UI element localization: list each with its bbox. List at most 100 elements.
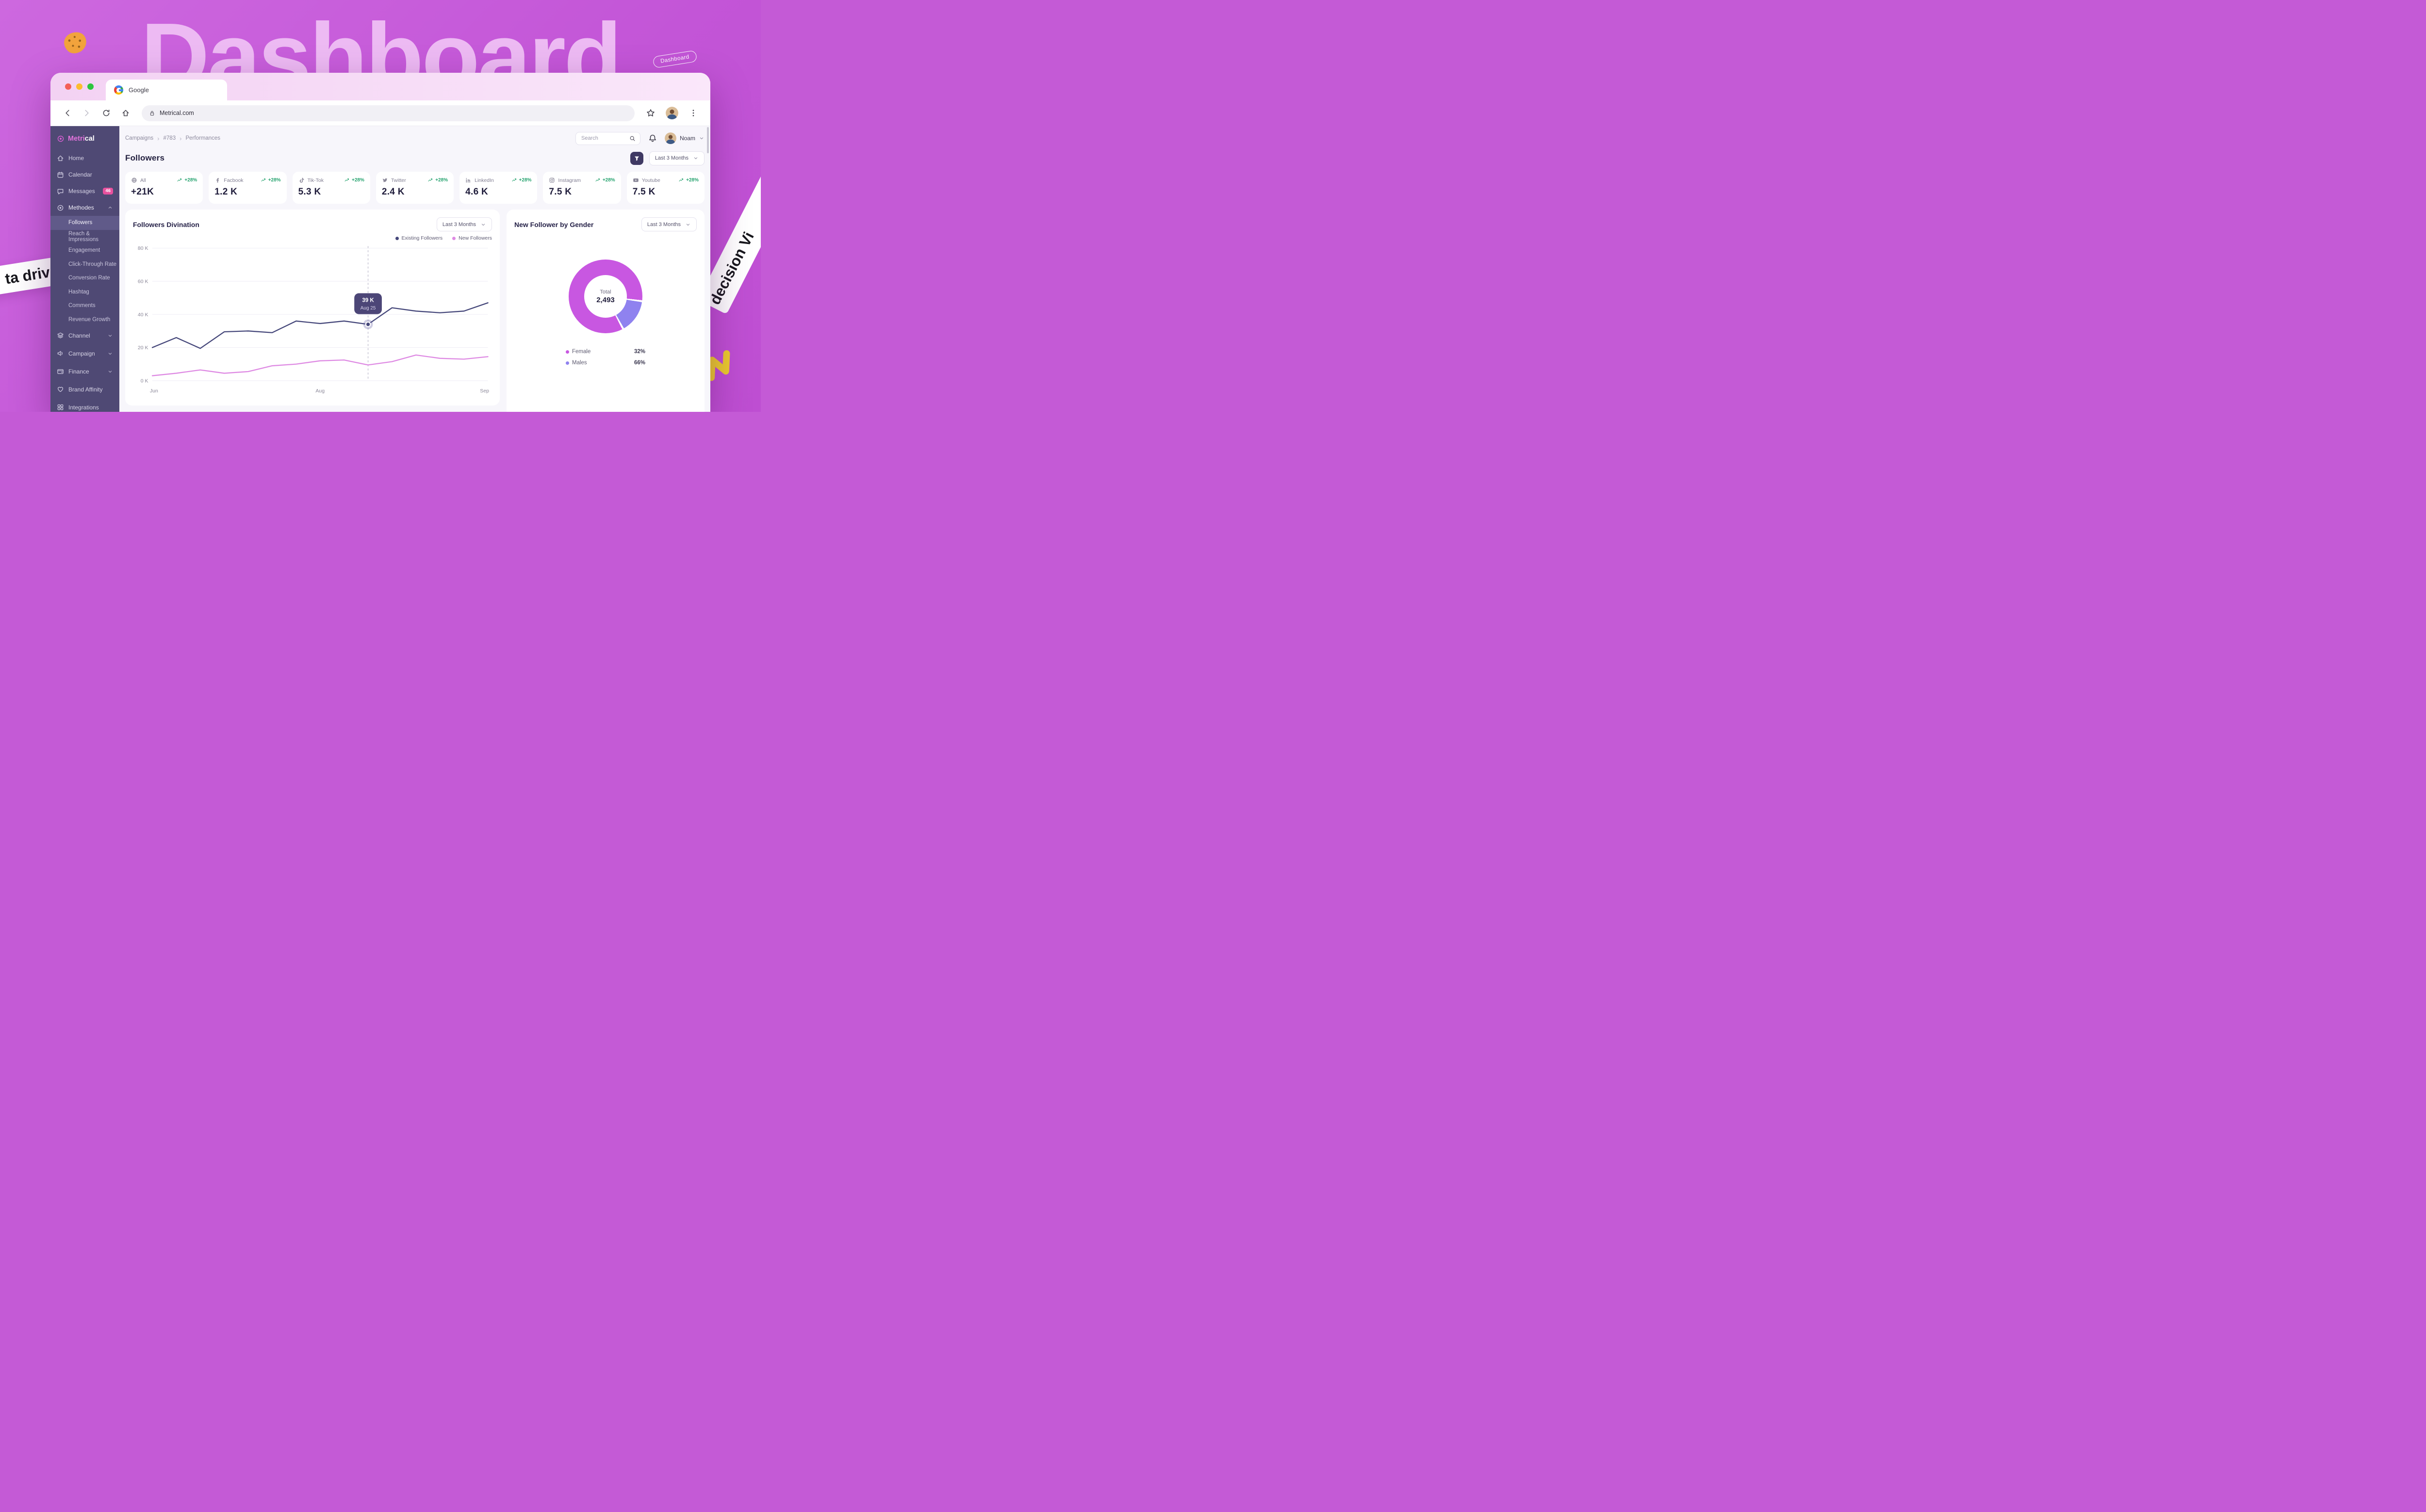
sidebar-subitem-comments[interactable]: Comments xyxy=(68,303,96,309)
sidebar-subitem-hashtag[interactable]: Hashtag xyxy=(68,289,89,295)
stats-row: All +28% +21K Facbook +28% 1.2 K Tik-T xyxy=(125,172,705,204)
stat-card-all[interactable]: All +28% +21K xyxy=(125,172,203,204)
trend-badge: +28% xyxy=(512,178,531,183)
channel-icon xyxy=(57,332,64,339)
browser-menu-button[interactable] xyxy=(689,109,698,117)
breadcrumb: Campaigns › #783 › Performances xyxy=(125,135,220,142)
gender-period-select[interactable]: Last 3 Months xyxy=(641,217,697,231)
browser-home-button[interactable] xyxy=(121,109,130,117)
chart-tooltip: 39 K Aug 25 xyxy=(354,293,382,314)
app-logo-text: Metrical xyxy=(68,135,95,143)
facebook-icon xyxy=(214,177,221,183)
sidebar-nav: Home Calendar Messages 46 Methodes Follo… xyxy=(50,150,119,412)
stat-card-linkedin[interactable]: LinkedIn +28% 4.6 K xyxy=(459,172,538,204)
svg-text:60 K: 60 K xyxy=(138,279,148,285)
sidebar-subitem-conversion-rate[interactable]: Conversion Rate xyxy=(68,275,110,281)
svg-text:40 K: 40 K xyxy=(138,312,148,318)
stat-card-youtube[interactable]: Youtube +28% 7.5 K xyxy=(626,172,705,204)
trend-up-icon xyxy=(344,178,350,183)
stat-network: Facbook xyxy=(224,177,244,183)
dashboard-badge: Dashboard xyxy=(652,50,698,68)
address-bar[interactable]: Metrical.com xyxy=(142,105,635,121)
stat-network: Youtube xyxy=(641,177,660,183)
period-select[interactable]: Last 3 Months xyxy=(649,151,705,165)
campaign-icon xyxy=(57,350,64,357)
scrollbar-thumb[interactable] xyxy=(707,127,709,153)
home-icon xyxy=(57,155,64,162)
browser-profile-avatar[interactable] xyxy=(666,107,678,119)
sidebar-item-integrations[interactable]: Integrations xyxy=(50,398,119,412)
bookmark-star-icon[interactable] xyxy=(646,109,655,117)
breadcrumb-item[interactable]: Performances xyxy=(185,135,221,141)
sidebar-item-methodes[interactable]: Methodes xyxy=(50,199,119,216)
sidebar-groups: Channel Campaign Finance Brand Affinity … xyxy=(50,326,119,412)
sidebar-item-brand-affinity[interactable]: Brand Affinity xyxy=(50,380,119,398)
desktop-backdrop: Dashboard Dashboard ta driv decision Vi … xyxy=(0,0,761,412)
page-content: Metrical Home Calendar Messages 46 Metho… xyxy=(50,126,710,412)
stat-value: 2.4 K xyxy=(381,187,405,197)
reload-button[interactable] xyxy=(102,109,111,117)
donut-center: Total 2,493 xyxy=(596,289,615,304)
search-input[interactable] xyxy=(580,135,626,142)
chevron-down-icon xyxy=(107,333,113,339)
followers-chart-card: Followers Divination Last 3 Months Exist… xyxy=(125,210,500,406)
sidebar-subitem-revenue-growth[interactable]: Revenue Growth xyxy=(68,316,111,323)
back-button[interactable] xyxy=(63,109,72,117)
breadcrumb-item[interactable]: Campaigns xyxy=(125,135,154,141)
methodes-subnav: Followers Reach & Impressions Engagement Cl… xyxy=(50,216,119,326)
browser-tab[interactable]: Google xyxy=(106,80,227,100)
lock-icon xyxy=(149,110,155,116)
stat-card-twitter[interactable]: Twitter +28% 2.4 K xyxy=(376,172,454,204)
linkedin-icon xyxy=(465,177,472,183)
forward-button[interactable] xyxy=(82,109,91,117)
stat-card-tik-tok[interactable]: Tik-Tok +28% 5.3 K xyxy=(292,172,370,204)
stat-value: 1.2 K xyxy=(214,187,238,197)
sidebar-item-messages[interactable]: Messages 46 xyxy=(50,183,119,199)
svg-text:Sep: Sep xyxy=(480,388,489,394)
chevron-down-icon xyxy=(107,351,113,357)
tiktok-icon xyxy=(298,177,305,183)
chart-period-select[interactable]: Last 3 Months xyxy=(436,217,492,231)
sidebar-item-home[interactable]: Home xyxy=(50,150,119,166)
svg-text:0 K: 0 K xyxy=(141,378,148,384)
stat-value: 5.3 K xyxy=(298,187,321,197)
user-menu[interactable]: Noam xyxy=(664,132,705,144)
top-right-controls: Noam xyxy=(575,131,705,145)
twitter-icon xyxy=(382,177,388,183)
sidebar-subitem-click-through-rate[interactable]: Click-Through Rate xyxy=(68,261,117,267)
search-box[interactable] xyxy=(575,131,640,145)
sidebar-subitem-followers[interactable]: Followers xyxy=(50,216,119,230)
legend-item: New Followers xyxy=(452,235,492,241)
sidebar-item-finance[interactable]: Finance xyxy=(50,362,119,380)
sidebar-subitem-engagement[interactable]: Engagement xyxy=(68,247,100,254)
svg-text:39 K: 39 K xyxy=(362,297,374,303)
finance-icon xyxy=(57,368,64,375)
chart-title: New Follower by Gender xyxy=(514,220,594,228)
notifications-bell-icon[interactable] xyxy=(648,134,657,143)
trend-up-icon xyxy=(595,178,601,183)
chevron-down-icon xyxy=(699,135,705,141)
svg-text:Jun: Jun xyxy=(150,388,158,394)
sidebar-item-campaign[interactable]: Campaign xyxy=(50,344,119,362)
close-window-button[interactable] xyxy=(65,83,71,90)
youtube-icon xyxy=(633,177,639,183)
breadcrumb-item[interactable]: #783 xyxy=(163,135,176,141)
trend-badge: +28% xyxy=(261,178,281,183)
sidebar-item-channel[interactable]: Channel xyxy=(50,326,119,344)
stat-card-instagram[interactable]: Instagram +28% 7.5 K xyxy=(543,172,621,204)
trend-up-icon xyxy=(428,178,433,183)
stat-card-facbook[interactable]: Facbook +28% 1.2 K xyxy=(209,172,287,204)
minimize-window-button[interactable] xyxy=(76,83,82,90)
sidebar-item-calendar[interactable]: Calendar xyxy=(50,166,119,183)
browser-toolbar: Metrical.com xyxy=(50,100,710,126)
gender-legend: Female 32% Males 66% xyxy=(566,349,645,366)
page-title: Followers xyxy=(125,153,165,163)
trend-up-icon xyxy=(177,178,182,183)
sidebar-subitem-reach-impressions[interactable]: Reach & Impressions xyxy=(68,230,98,243)
user-name: Noam xyxy=(679,135,695,142)
maximize-window-button[interactable] xyxy=(87,83,94,90)
sidebar: Metrical Home Calendar Messages 46 Metho… xyxy=(50,126,119,412)
browser-window: Google Metrical.com Metrical xyxy=(50,73,710,412)
filter-button[interactable] xyxy=(630,151,643,165)
legend-dot xyxy=(452,236,456,240)
